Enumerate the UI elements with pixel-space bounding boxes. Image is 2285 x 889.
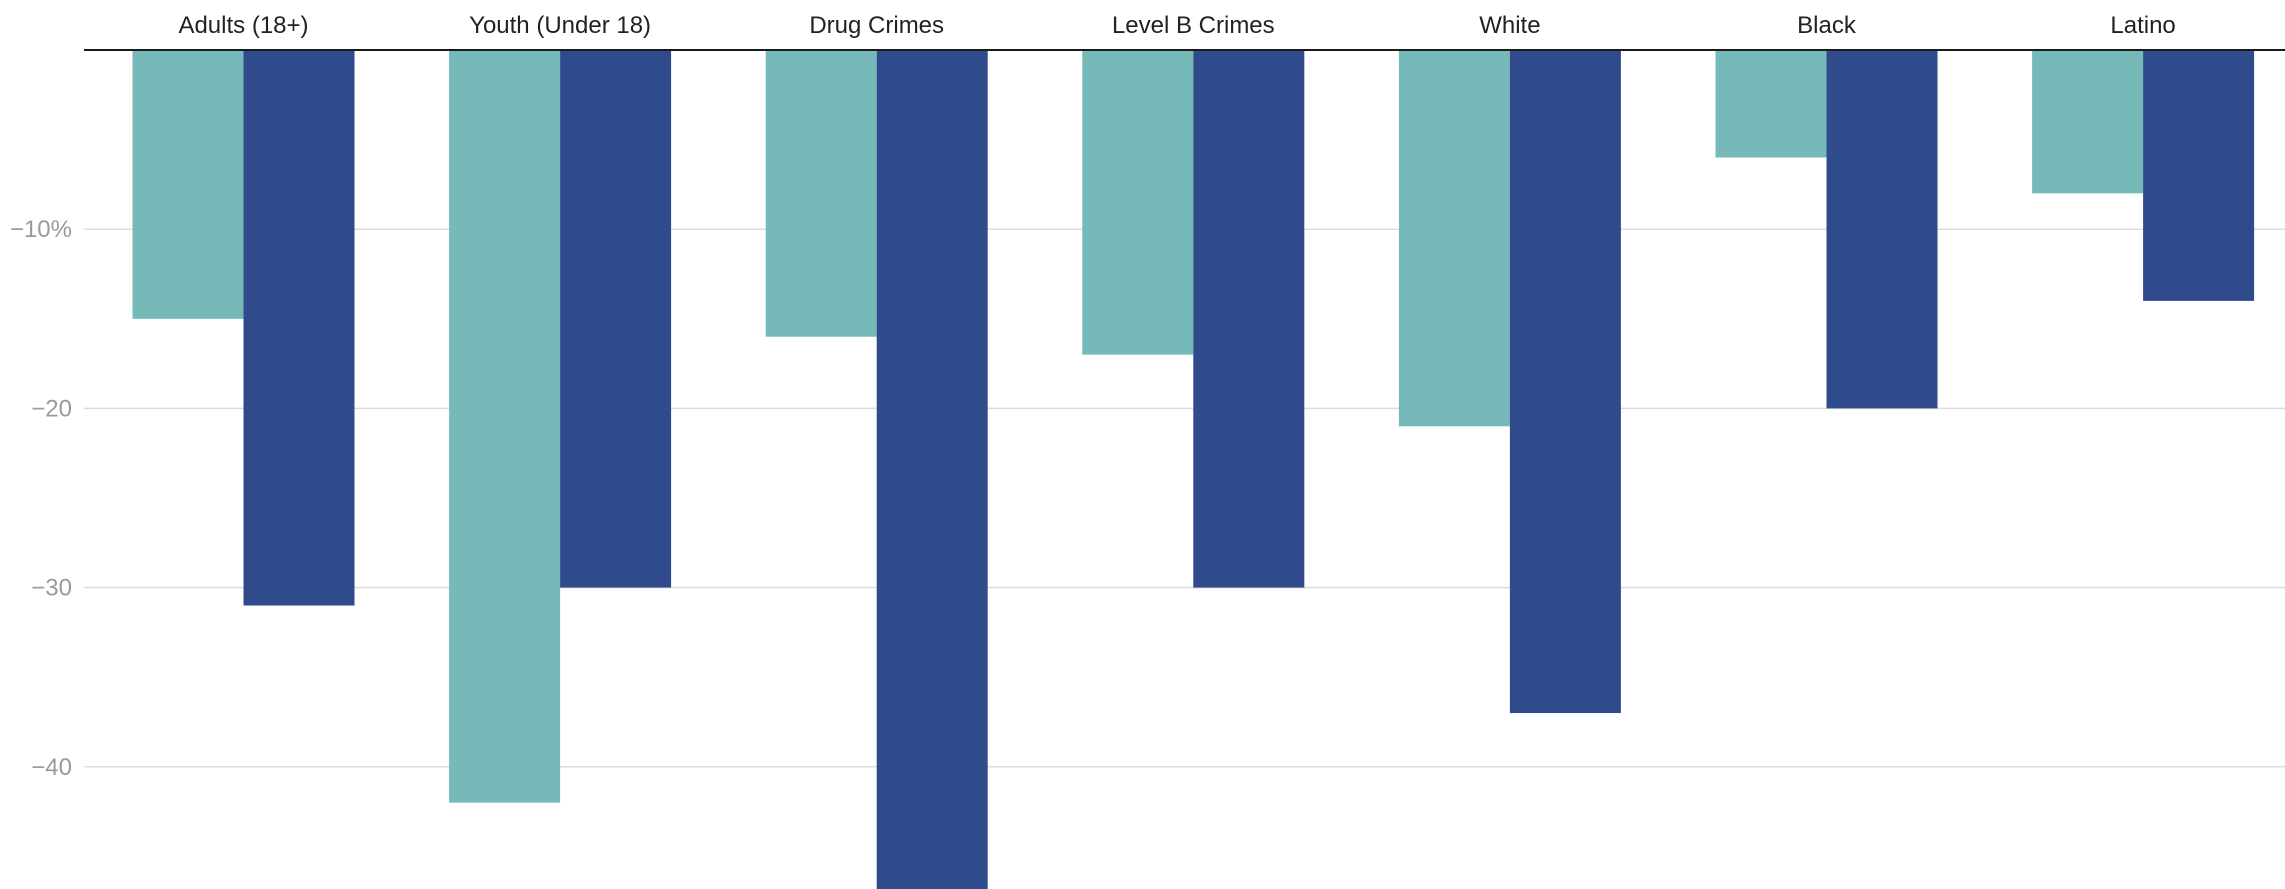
bars — [132, 50, 2255, 889]
category-label: Latino — [2110, 12, 2175, 39]
bar — [2032, 50, 2144, 194]
bar — [765, 50, 877, 337]
y-tick-label: −10% — [10, 216, 72, 243]
category-label: Youth (Under 18) — [469, 12, 651, 39]
bar — [449, 50, 561, 803]
y-tick-label: −20 — [31, 395, 72, 422]
category-label: Level B Crimes — [1112, 12, 1275, 39]
y-tick-label: −30 — [31, 575, 72, 602]
y-axis-tick-labels: −10% −20 −30 −40 — [10, 216, 72, 781]
bar — [1826, 50, 1938, 409]
bar — [243, 50, 355, 606]
bar — [1715, 50, 1827, 158]
bar — [1509, 50, 1621, 714]
bar — [1082, 50, 1194, 355]
category-labels: Adults (18+) Youth (Under 18) Drug Crimes L… — [178, 12, 2175, 39]
bar — [560, 50, 672, 588]
y-tick-label: −40 — [31, 754, 72, 781]
category-label: Adults (18+) — [178, 12, 308, 39]
bar — [2143, 50, 2255, 301]
bar — [132, 50, 244, 319]
bar — [1193, 50, 1305, 588]
category-label: Black — [1797, 12, 1857, 39]
bar — [876, 50, 988, 889]
category-label: White — [1479, 12, 1540, 39]
bar — [1398, 50, 1510, 427]
category-label: Drug Crimes — [809, 12, 944, 39]
